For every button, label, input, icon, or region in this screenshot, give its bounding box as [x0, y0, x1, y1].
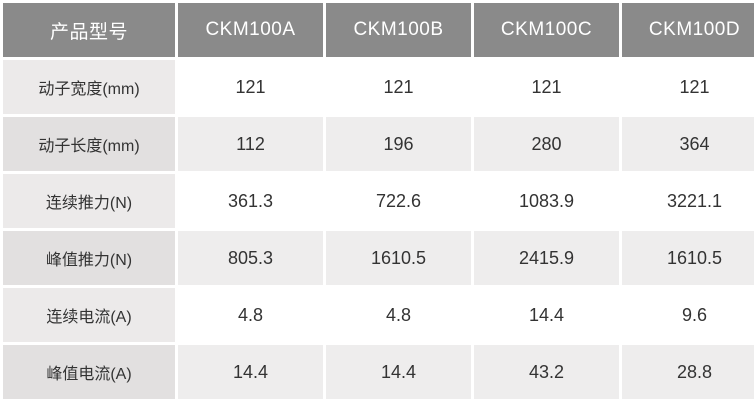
column-header-model: 产品型号 [3, 3, 175, 57]
table-cell: 3221.1 [622, 174, 754, 228]
table-cell: 280 [474, 117, 619, 171]
table-row: 动子宽度(mm) 121 121 121 121 [3, 60, 754, 114]
table-cell: 722.6 [326, 174, 471, 228]
table-cell: 1083.9 [474, 174, 619, 228]
table-row: 峰值电流(A) 14.4 14.4 43.2 28.8 [3, 345, 754, 399]
table-cell: 196 [326, 117, 471, 171]
table-cell: 43.2 [474, 345, 619, 399]
table-row: 连续推力(N) 361.3 722.6 1083.9 3221.1 [3, 174, 754, 228]
table-cell: 28.8 [622, 345, 754, 399]
table-row: 连续电流(A) 4.8 4.8 14.4 9.6 [3, 288, 754, 342]
table-cell: 14.4 [326, 345, 471, 399]
row-label: 连续推力(N) [3, 174, 175, 228]
table-cell: 14.4 [178, 345, 323, 399]
column-header-ckm100b: CKM100B [326, 3, 471, 57]
table-cell: 364 [622, 117, 754, 171]
column-header-ckm100d: CKM100D [622, 3, 754, 57]
table-cell: 121 [622, 60, 754, 114]
table-cell: 9.6 [622, 288, 754, 342]
row-label: 动子宽度(mm) [3, 60, 175, 114]
column-header-ckm100c: CKM100C [474, 3, 619, 57]
table-cell: 14.4 [474, 288, 619, 342]
table-row: 峰值推力(N) 805.3 1610.5 2415.9 1610.5 [3, 231, 754, 285]
table-cell: 4.8 [326, 288, 471, 342]
table-cell: 121 [474, 60, 619, 114]
row-label: 峰值电流(A) [3, 345, 175, 399]
table-cell: 805.3 [178, 231, 323, 285]
row-label: 峰值推力(N) [3, 231, 175, 285]
table-cell: 1610.5 [622, 231, 754, 285]
row-label: 动子长度(mm) [3, 117, 175, 171]
table-cell: 112 [178, 117, 323, 171]
table-cell: 121 [178, 60, 323, 114]
row-label: 连续电流(A) [3, 288, 175, 342]
table-cell: 4.8 [178, 288, 323, 342]
table-header-row: 产品型号 CKM100A CKM100B CKM100C CKM100D [3, 3, 754, 57]
column-header-ckm100a: CKM100A [178, 3, 323, 57]
table-cell: 361.3 [178, 174, 323, 228]
table-cell: 1610.5 [326, 231, 471, 285]
table-cell: 121 [326, 60, 471, 114]
table-row: 动子长度(mm) 112 196 280 364 [3, 117, 754, 171]
table-cell: 2415.9 [474, 231, 619, 285]
